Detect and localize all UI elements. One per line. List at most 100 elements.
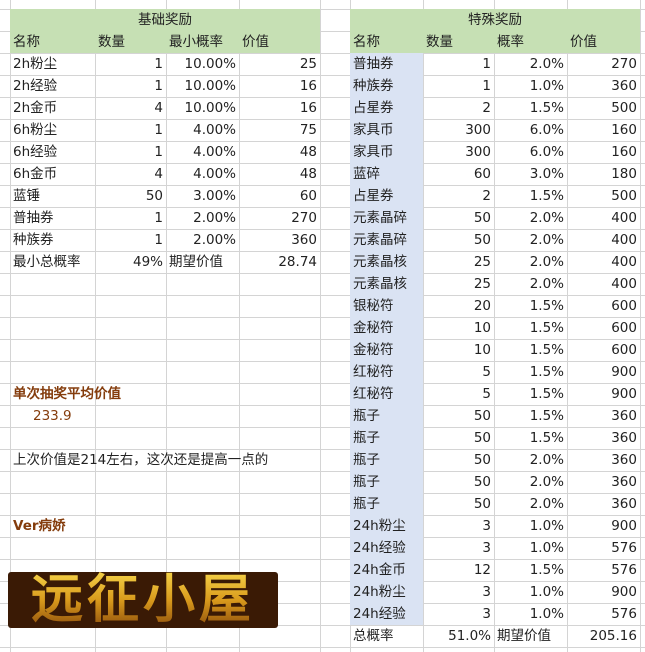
row-value-cell[interactable]: 2.0% <box>529 452 564 468</box>
row-value-cell[interactable]: 50 <box>473 430 491 446</box>
row-value-cell[interactable]: 50 <box>473 408 491 424</box>
row-value-cell[interactable]: 500 <box>611 100 637 116</box>
row-value-cell[interactable]: 10 <box>473 320 491 336</box>
row-value-cell[interactable]: 50 <box>473 232 491 248</box>
row-name-cell[interactable]: 2h粉尘 <box>13 56 58 72</box>
row-name-cell[interactable]: 元素晶碎 <box>350 207 423 229</box>
row-value-cell[interactable]: 25 <box>473 254 491 270</box>
row-value-cell[interactable]: 300 <box>465 144 491 160</box>
row-name-cell[interactable]: 元素晶碎 <box>350 229 423 251</box>
row-value-cell[interactable]: 1.0% <box>529 584 564 600</box>
row-value-cell[interactable]: 1.5% <box>529 386 564 402</box>
row-value-cell[interactable]: 60 <box>473 166 491 182</box>
row-value-cell[interactable]: 360 <box>611 474 637 490</box>
row-name-cell[interactable]: 金秘符 <box>350 339 423 361</box>
row-value-cell[interactable]: 1.5% <box>529 364 564 380</box>
row-value-cell[interactable]: 10.00% <box>184 100 236 116</box>
row-value-cell[interactable]: 2.00% <box>193 210 236 226</box>
row-value-cell[interactable]: 10.00% <box>184 78 236 94</box>
row-value-cell[interactable]: 6.0% <box>529 144 564 160</box>
row-value-cell[interactable]: 4 <box>154 100 163 116</box>
row-value-cell[interactable]: 1 <box>154 56 163 72</box>
row-name-cell[interactable]: 24h经验 <box>350 537 423 559</box>
row-name-cell[interactable]: 占星券 <box>350 185 423 207</box>
row-value-cell[interactable]: 20 <box>473 298 491 314</box>
row-value-cell[interactable]: 50 <box>145 188 163 204</box>
basic-header-cell[interactable]: 数量 <box>95 31 166 53</box>
row-value-cell[interactable]: 6.0% <box>529 122 564 138</box>
row-name-cell[interactable]: 24h粉尘 <box>350 515 423 537</box>
row-name-cell[interactable]: 6h金币 <box>13 166 58 182</box>
row-value-cell[interactable]: 5 <box>482 386 491 402</box>
row-value-cell[interactable]: 600 <box>611 342 637 358</box>
row-value-cell[interactable]: 900 <box>611 584 637 600</box>
row-value-cell[interactable]: 2.0% <box>529 254 564 270</box>
row-value-cell[interactable]: 160 <box>611 144 637 160</box>
row-value-cell[interactable]: 1.5% <box>529 298 564 314</box>
row-value-cell[interactable]: 576 <box>611 606 637 622</box>
row-name-cell[interactable]: 瓶子 <box>350 493 423 515</box>
row-name-cell[interactable]: 种族券 <box>13 232 54 248</box>
special-header-cell[interactable]: 名称 <box>350 31 423 53</box>
row-name-cell[interactable]: 瓶子 <box>350 449 423 471</box>
basic-table-title[interactable]: 基础奖励 <box>10 9 320 31</box>
row-name-cell[interactable]: 元素晶核 <box>350 273 423 295</box>
row-name-cell[interactable]: 蓝碎 <box>350 163 423 185</box>
special-total-cell[interactable]: 205.16 <box>589 628 637 644</box>
basic-total-cell[interactable]: 最小总概率 <box>13 254 81 270</box>
row-value-cell[interactable]: 5 <box>482 364 491 380</box>
row-value-cell[interactable]: 400 <box>611 276 637 292</box>
row-value-cell[interactable]: 1 <box>154 232 163 248</box>
row-value-cell[interactable]: 500 <box>611 188 637 204</box>
row-value-cell[interactable]: 16 <box>299 78 317 94</box>
row-value-cell[interactable]: 50 <box>473 496 491 512</box>
row-value-cell[interactable]: 1 <box>154 78 163 94</box>
row-value-cell[interactable]: 48 <box>299 166 317 182</box>
special-total-cell[interactable]: 51.0% <box>448 628 491 644</box>
row-value-cell[interactable]: 1 <box>482 78 491 94</box>
row-value-cell[interactable]: 2.0% <box>529 474 564 490</box>
basic-total-cell[interactable]: 49% <box>132 254 163 270</box>
row-value-cell[interactable]: 600 <box>611 320 637 336</box>
row-value-cell[interactable]: 360 <box>611 452 637 468</box>
basic-header-cell[interactable]: 价值 <box>239 31 320 53</box>
row-value-cell[interactable]: 1.5% <box>529 100 564 116</box>
row-value-cell[interactable]: 1.0% <box>529 606 564 622</box>
row-value-cell[interactable]: 360 <box>611 496 637 512</box>
row-value-cell[interactable]: 1.5% <box>529 408 564 424</box>
row-value-cell[interactable]: 360 <box>291 232 317 248</box>
row-value-cell[interactable]: 25 <box>473 276 491 292</box>
row-name-cell[interactable]: 家具币 <box>350 119 423 141</box>
row-name-cell[interactable]: 元素晶核 <box>350 251 423 273</box>
basic-total-cell[interactable]: 28.74 <box>278 254 317 270</box>
row-value-cell[interactable]: 3.00% <box>193 188 236 204</box>
special-header-cell[interactable]: 概率 <box>494 31 567 53</box>
row-value-cell[interactable]: 75 <box>299 122 317 138</box>
basic-total-cell[interactable]: 期望价值 <box>169 254 223 270</box>
row-value-cell[interactable]: 400 <box>611 210 637 226</box>
row-name-cell[interactable]: 瓶子 <box>350 471 423 493</box>
row-value-cell[interactable]: 4 <box>154 166 163 182</box>
row-value-cell[interactable]: 10 <box>473 342 491 358</box>
row-value-cell[interactable]: 2 <box>482 188 491 204</box>
row-value-cell[interactable]: 1.5% <box>529 188 564 204</box>
special-header-cell[interactable]: 数量 <box>423 31 494 53</box>
row-value-cell[interactable]: 3 <box>482 584 491 600</box>
row-name-cell[interactable]: 蓝锤 <box>13 188 40 204</box>
basic-header-cell[interactable]: 名称 <box>10 31 95 53</box>
row-value-cell[interactable]: 3 <box>482 606 491 622</box>
row-name-cell[interactable]: 2h经验 <box>13 78 58 94</box>
row-value-cell[interactable]: 1.5% <box>529 320 564 336</box>
row-value-cell[interactable]: 270 <box>611 56 637 72</box>
row-name-cell[interactable]: 普抽券 <box>350 53 423 75</box>
row-value-cell[interactable]: 900 <box>611 364 637 380</box>
row-value-cell[interactable]: 3.0% <box>529 166 564 182</box>
row-value-cell[interactable]: 2.0% <box>529 496 564 512</box>
row-value-cell[interactable]: 4.00% <box>193 144 236 160</box>
row-name-cell[interactable]: 6h经验 <box>13 144 58 160</box>
row-name-cell[interactable]: 种族券 <box>350 75 423 97</box>
row-value-cell[interactable]: 360 <box>611 430 637 446</box>
row-value-cell[interactable]: 12 <box>473 562 491 578</box>
row-name-cell[interactable]: 金秘符 <box>350 317 423 339</box>
row-value-cell[interactable]: 3 <box>482 518 491 534</box>
